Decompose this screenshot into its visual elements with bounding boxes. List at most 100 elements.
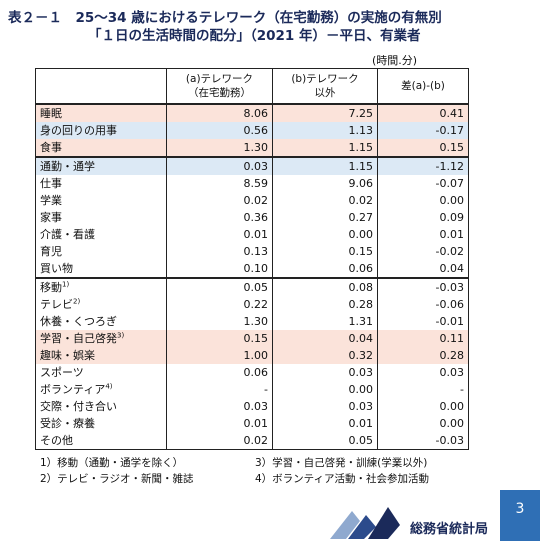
- value-cell: 0.05: [272, 432, 378, 450]
- data-table: (a)テレワーク （在宅勤務） (b)テレワーク 以外 差(a)-(b) 睡眠 8.06 7.…: [35, 68, 469, 450]
- value-cell: 0.01: [166, 226, 273, 243]
- row-label: 育児: [35, 243, 167, 260]
- note-ref: 4): [105, 381, 113, 390]
- table-row: 買い物 0.10 0.06 0.04: [35, 260, 469, 278]
- label-text: スポーツ: [40, 365, 84, 379]
- table-row: 育児 0.13 0.15 -0.02: [35, 243, 469, 260]
- value-cell: 0.00: [377, 415, 469, 432]
- value-cell: -0.17: [377, 122, 469, 139]
- table-row: 移動1) 0.05 0.08 -0.03: [35, 277, 469, 296]
- value-cell: 0.04: [272, 330, 378, 347]
- title: 「１日の生活時間の配分」（2021 年）－平日、有業者: [88, 28, 421, 44]
- header-text: (b)テレワーク: [291, 73, 359, 85]
- value-cell: 0.03: [377, 364, 469, 381]
- row-label: 家事: [35, 209, 167, 226]
- value-cell: 0.02: [166, 432, 273, 450]
- value-cell: 0.00: [272, 381, 378, 398]
- header-cell: (a)テレワーク （在宅勤務）: [166, 68, 273, 105]
- value-cell: 8.06: [166, 103, 273, 122]
- row-label: 仕事: [35, 175, 167, 192]
- row-label: 学業: [35, 192, 167, 209]
- organization: 総務省統計局: [410, 522, 489, 537]
- table-row: 身の回りの用事 0.56 1.13 -0.17: [35, 122, 469, 139]
- label-text: ボランティア: [40, 382, 106, 396]
- table-row: 休養・くつろぎ 1.30 1.31 -0.01: [35, 313, 469, 330]
- value-cell: 0.03: [272, 364, 378, 381]
- label-text: 身の回りの用事: [40, 123, 117, 137]
- value-cell: 1.00: [166, 347, 273, 364]
- table-row: 趣味・娯楽 1.00 0.32 0.28: [35, 347, 469, 364]
- table-row: スポーツ 0.06 0.03 0.03: [35, 364, 469, 381]
- value-cell: -0.02: [377, 243, 469, 260]
- value-cell: 1.15: [272, 139, 378, 157]
- label-text: 仕事: [40, 176, 62, 190]
- footnote: 3）学習・自己啓発・訓練(学業以外): [255, 457, 428, 469]
- title: 表２－１ 25～34 歳におけるテレワーク（在宅勤務）の実施の有無別: [8, 10, 442, 26]
- row-label: 買い物: [35, 260, 167, 278]
- value-cell: 1.31: [272, 313, 378, 330]
- value-cell: 0.02: [272, 192, 378, 209]
- note-ref: 1): [62, 279, 70, 288]
- value-cell: -: [377, 381, 469, 398]
- value-cell: 0.28: [272, 296, 378, 313]
- row-label: スポーツ: [35, 364, 167, 381]
- value-cell: -0.03: [377, 277, 469, 296]
- table-row: 学業 0.02 0.02 0.00: [35, 192, 469, 209]
- value-cell: -: [166, 381, 273, 398]
- label-text: 移動: [40, 280, 62, 294]
- value-cell: 0.02: [166, 192, 273, 209]
- value-cell: 0.15: [166, 330, 273, 347]
- value-cell: -0.07: [377, 175, 469, 192]
- table-row: 交際・付き合い 0.03 0.03 0.00: [35, 398, 469, 415]
- table-row: その他 0.02 0.05 -0.03: [35, 432, 469, 450]
- row-label: ボランティア4): [35, 381, 167, 398]
- value-cell: 0.15: [272, 243, 378, 260]
- value-cell: 0.22: [166, 296, 273, 313]
- header-row: (a)テレワーク （在宅勤務） (b)テレワーク 以外 差(a)-(b): [35, 68, 469, 105]
- page-number: 3: [500, 490, 540, 541]
- table-row: 学習・自己啓発3) 0.15 0.04 0.11: [35, 330, 469, 347]
- label-text: 介護・看護: [40, 227, 95, 241]
- row-label: 通勤・通学: [35, 156, 167, 175]
- label-text: 休養・くつろぎ: [40, 314, 117, 328]
- value-cell: 0.41: [377, 103, 469, 122]
- value-cell: 0.03: [272, 398, 378, 415]
- row-label: 身の回りの用事: [35, 122, 167, 139]
- footnote: 4）ボランティア活動・社会参加活動: [255, 473, 430, 485]
- value-cell: 0.01: [166, 415, 273, 432]
- label-text: 受診・療養: [40, 416, 95, 430]
- row-label: その他: [35, 432, 167, 450]
- value-cell: 0.10: [166, 260, 273, 278]
- label-text: 交際・付き合い: [40, 399, 117, 413]
- value-cell: 0.15: [377, 139, 469, 157]
- value-cell: 0.05: [166, 277, 273, 296]
- label-text: 通勤・通学: [40, 159, 95, 173]
- header-text: （在宅勤務）: [188, 87, 251, 99]
- row-label: テレビ2): [35, 296, 167, 313]
- value-cell: 0.36: [166, 209, 273, 226]
- footnote: 2）テレビ・ラジオ・新聞・雑誌: [40, 473, 194, 485]
- header-text: 以外: [314, 87, 336, 99]
- row-label: 趣味・娯楽: [35, 347, 167, 364]
- value-cell: 0.28: [377, 347, 469, 364]
- value-cell: -0.06: [377, 296, 469, 313]
- label-text: その他: [40, 433, 73, 447]
- value-cell: 0.00: [377, 398, 469, 415]
- table-row: 家事 0.36 0.27 0.09: [35, 209, 469, 226]
- logo: [330, 507, 400, 539]
- value-cell: 0.00: [377, 192, 469, 209]
- label-text: 育児: [40, 244, 62, 258]
- table-row: 仕事 8.59 9.06 -0.07: [35, 175, 469, 192]
- label-text: 学習・自己啓発: [40, 331, 117, 345]
- row-label: 移動1): [35, 277, 167, 296]
- value-cell: 0.09: [377, 209, 469, 226]
- table-row: ボランティア4) -0.00-: [35, 381, 469, 398]
- label-text: 食事: [40, 140, 62, 154]
- note-ref: 3): [117, 330, 125, 339]
- row-label: 食事: [35, 139, 167, 157]
- value-cell: 0.03: [166, 398, 273, 415]
- label-text: 買い物: [40, 261, 73, 275]
- value-cell: 0.08: [272, 277, 378, 296]
- value-cell: 0.56: [166, 122, 273, 139]
